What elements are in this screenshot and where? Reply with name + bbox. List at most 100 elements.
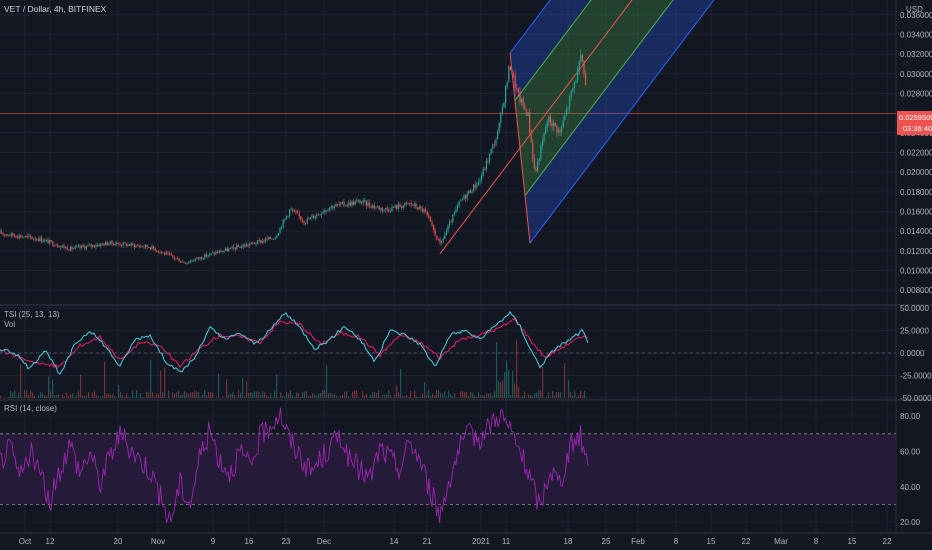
candle-body bbox=[564, 115, 566, 121]
candle-body bbox=[97, 244, 99, 247]
volume-bar bbox=[64, 396, 66, 398]
candle-body bbox=[573, 82, 575, 89]
time-tick-label: 25 bbox=[602, 537, 611, 546]
candle-body bbox=[210, 253, 212, 254]
volume-bar bbox=[268, 396, 270, 398]
volume-bar bbox=[374, 392, 376, 398]
volume-bar bbox=[522, 395, 524, 398]
volume-bar bbox=[32, 392, 34, 398]
volume-bar bbox=[146, 391, 148, 398]
candle-body bbox=[468, 190, 470, 194]
rsi-pane[interactable]: RSI (14, close) bbox=[0, 404, 589, 524]
candle-body bbox=[493, 144, 495, 146]
volume-bar bbox=[54, 395, 56, 398]
time-tick-label: 21 bbox=[423, 537, 432, 546]
candle-body bbox=[469, 190, 471, 193]
candle-body bbox=[63, 245, 65, 248]
volume-bar bbox=[262, 390, 264, 398]
candle-body bbox=[141, 246, 143, 247]
candle-body bbox=[17, 237, 19, 239]
candle-body bbox=[95, 246, 97, 247]
volume-bar bbox=[74, 397, 76, 398]
volume-bar bbox=[18, 393, 20, 398]
candle-body bbox=[429, 217, 431, 222]
volume-bar bbox=[16, 396, 18, 398]
candle-body bbox=[505, 86, 507, 103]
candle-body bbox=[577, 68, 579, 81]
volume-bar bbox=[46, 395, 48, 398]
rsi-tick-label: 80.00 bbox=[900, 412, 921, 421]
volume-bar bbox=[96, 395, 98, 398]
candle-body bbox=[191, 261, 193, 262]
price-tick-label: 0.02200000 bbox=[900, 148, 932, 157]
volume-bar bbox=[340, 395, 342, 398]
candle-body bbox=[185, 262, 187, 264]
candle-body bbox=[341, 201, 343, 203]
volume-bar bbox=[124, 396, 126, 398]
price-tick-label: 0.00800000 bbox=[900, 286, 932, 295]
volume-bar bbox=[228, 394, 230, 398]
candle-body bbox=[458, 201, 460, 206]
candle-body bbox=[514, 74, 516, 88]
candle-body bbox=[546, 122, 548, 129]
candle-body bbox=[4, 234, 6, 236]
grid-lines bbox=[0, 0, 932, 534]
volume-bar bbox=[196, 391, 198, 398]
candle-body bbox=[319, 214, 321, 216]
candle-body bbox=[293, 211, 295, 212]
volume-bar bbox=[208, 392, 210, 398]
volume-bar bbox=[404, 396, 406, 398]
candle-body bbox=[15, 235, 17, 238]
candle-body bbox=[538, 159, 540, 162]
tsi-tick-label: 25.0000 bbox=[900, 327, 929, 336]
volume-bar bbox=[436, 390, 438, 398]
candle-body bbox=[84, 246, 86, 249]
candle-body bbox=[289, 209, 291, 216]
volume-bar bbox=[100, 397, 102, 398]
candle-body bbox=[503, 102, 505, 108]
candle-body bbox=[218, 250, 220, 253]
candle-body bbox=[220, 250, 222, 253]
candle-body bbox=[420, 206, 422, 209]
volume-bar bbox=[222, 396, 224, 398]
candle-body bbox=[423, 209, 425, 212]
volume-bar bbox=[22, 397, 24, 398]
price-pane[interactable]: VET / Dollar, 4h, BITFINEX USD bbox=[0, 0, 923, 265]
candle-body bbox=[26, 236, 28, 237]
price-tick-label: 0.03600000 bbox=[900, 11, 932, 20]
volume-bar bbox=[346, 390, 348, 398]
volume-bar bbox=[336, 395, 338, 398]
candle-body bbox=[569, 96, 571, 108]
volume-bar bbox=[296, 392, 298, 398]
candle-body bbox=[31, 237, 33, 239]
candle-body bbox=[93, 245, 95, 247]
volume-bar bbox=[242, 377, 244, 398]
volume-bar bbox=[506, 360, 508, 398]
candle-body bbox=[239, 246, 241, 248]
candle-body bbox=[453, 212, 455, 215]
volume-bar bbox=[252, 392, 254, 398]
volume-bar bbox=[240, 392, 242, 398]
candle-body bbox=[151, 246, 153, 250]
last-price-badge: 0.02595000 03:36:40 bbox=[897, 111, 932, 135]
volume-bar bbox=[10, 390, 12, 398]
volume-bar bbox=[148, 392, 150, 398]
candle-body bbox=[106, 242, 108, 246]
volume-bar bbox=[586, 397, 588, 398]
candle-body bbox=[258, 240, 260, 242]
candle-body bbox=[135, 245, 137, 248]
candle-body bbox=[193, 260, 195, 262]
volume-bar bbox=[574, 390, 576, 398]
time-axis[interactable]: Oct 12 20 Nov 9 16 23 Dec 14 21 2021 11 18 25 Feb 8 15 22… bbox=[19, 537, 892, 546]
candle-body bbox=[234, 247, 236, 250]
volume-bar bbox=[492, 395, 494, 398]
tsi-pane[interactable]: TSI (25, 13, 13) Vol bbox=[0, 310, 589, 398]
pitchfork-drawing[interactable] bbox=[439, 0, 786, 255]
volume-bar bbox=[464, 391, 466, 398]
candle-body bbox=[386, 208, 388, 210]
candle-body bbox=[49, 240, 51, 244]
volume-bar bbox=[488, 393, 490, 398]
candle-body bbox=[108, 243, 110, 246]
candle-body bbox=[377, 206, 379, 208]
